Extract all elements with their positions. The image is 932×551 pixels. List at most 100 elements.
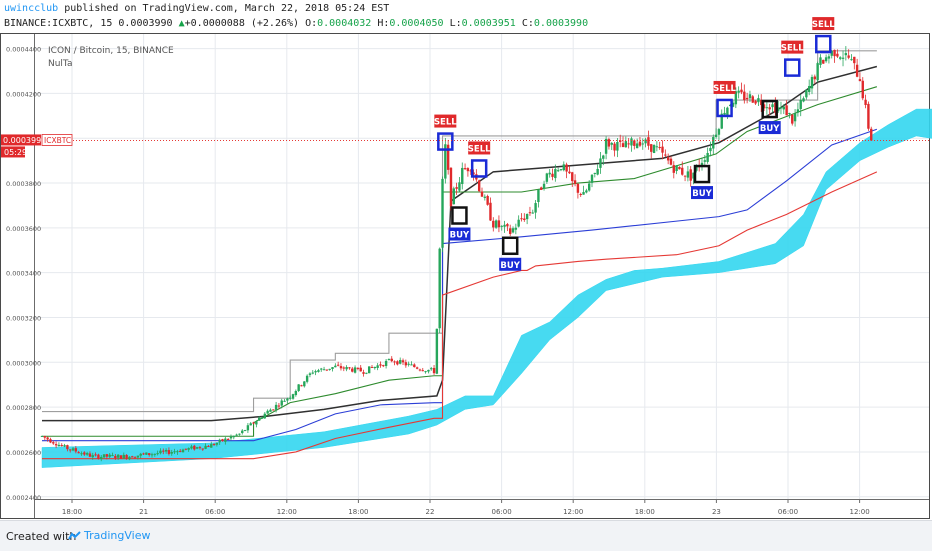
candle-body [297,384,300,391]
candle-body [635,143,639,149]
candle-body [807,86,811,93]
last-price-label: 0.0003990 [3,136,46,145]
sell-tag [812,17,835,31]
candle-body [689,169,692,181]
sell-box [470,159,488,178]
candle-body [621,143,625,148]
candle-body [229,436,233,439]
candle-body [596,168,599,175]
time-tick-label: 18:00 [635,508,655,516]
sell-label: SELL [468,144,491,154]
candle-body [421,370,424,372]
candle-body [692,172,695,179]
candle-body [624,141,628,148]
candle-body [506,224,509,227]
price-axis[interactable]: 0.00044000.00042000.00040000.00038000.00… [6,46,41,502]
candle-body [630,138,633,146]
candle-body [399,359,402,364]
candle-body [181,449,185,453]
candle-body [867,103,870,129]
candle-body [760,99,763,106]
symbol-line: BINANCE:ICXBTC, 15 0.0003990 [4,18,173,29]
candle-body [686,171,690,178]
sell-label: SELL [434,118,457,128]
candle-body [669,158,673,165]
candle-body [819,57,822,65]
candle-body [602,155,605,159]
candle-body [438,248,441,329]
candle-body [500,225,503,227]
cloud-area [41,108,932,468]
candle-body [492,220,495,228]
candle-body [162,450,165,452]
price-tick-label: 0.0002600 [6,449,41,457]
candle-body [655,146,659,148]
candle-body [827,56,831,59]
candle-body [480,191,484,197]
candle-body [311,372,314,374]
candle-body [173,451,176,453]
author-link[interactable]: uwincclub [4,3,59,14]
candle-body [210,444,213,448]
candle-body [463,168,467,170]
symbol-info: BINANCE:ICXBTC, 15 0.0003990 ▲+0.0000088… [4,18,588,29]
candle-body [517,219,520,227]
candle-body [802,98,805,102]
symbol-label-bg [41,134,73,146]
sell-box [437,132,454,151]
candle-body [207,446,210,448]
time-axis[interactable]: 18:00 21 06:00 12:00 18:00 22 06:00 12:00 18:00 2… [62,499,870,516]
chart-frame [0,33,930,519]
candle-body [382,365,385,367]
candle-body [678,166,681,170]
indicator-label[interactable]: NulTa [48,59,72,69]
candle-body [528,212,532,214]
indicator-line-kijun [42,65,878,422]
time-tick-label: 12:00 [850,508,870,516]
price-chart[interactable]: SELL SELL BUY BUY SELL BUY SELL BUY SELL 18:00 21… [0,0,932,520]
candle-body [415,367,419,369]
candle-body [249,423,252,426]
tradingview-brand[interactable]: TradingView [68,529,150,542]
candle-body [562,164,565,171]
candle-body [66,445,69,450]
sell-label: SELL [713,84,736,94]
candle-body [294,391,298,396]
candle-body [52,442,55,444]
candle-body [226,438,230,440]
candle-body [430,368,433,370]
candle-body [401,360,405,363]
candle-body [46,437,49,440]
candle-body [49,439,52,443]
candle-body [133,457,137,459]
candle-body [128,456,131,460]
candle-body [590,174,594,183]
candle-body [116,454,120,458]
candle-body [661,146,664,153]
candle-body [170,451,173,454]
candle-body [252,422,255,424]
signal-markers: SELL SELL BUY BUY SELL BUY SELL BUY SELL [434,17,835,271]
price-tick-label: 0.0003200 [6,314,41,322]
candle-body [232,435,235,438]
candle-body [545,173,549,182]
buy-tag [448,227,471,241]
time-tick-label: 21 [139,508,148,516]
candle-body [83,452,86,455]
candle-body [658,146,661,149]
indicator-line-blue [42,128,878,442]
candle-body [331,367,334,369]
sell-tag [781,40,804,54]
candle-body [139,453,142,456]
candle-body [257,417,261,421]
candle-body [568,171,571,174]
candle-body [537,189,540,203]
candle-body [542,183,546,189]
candle-body [435,328,439,374]
candle-body [136,455,140,458]
candle-body [607,139,611,147]
candle-body [356,367,360,369]
candle-body [345,366,348,370]
candle-body [717,129,721,135]
candle-body [77,452,80,454]
